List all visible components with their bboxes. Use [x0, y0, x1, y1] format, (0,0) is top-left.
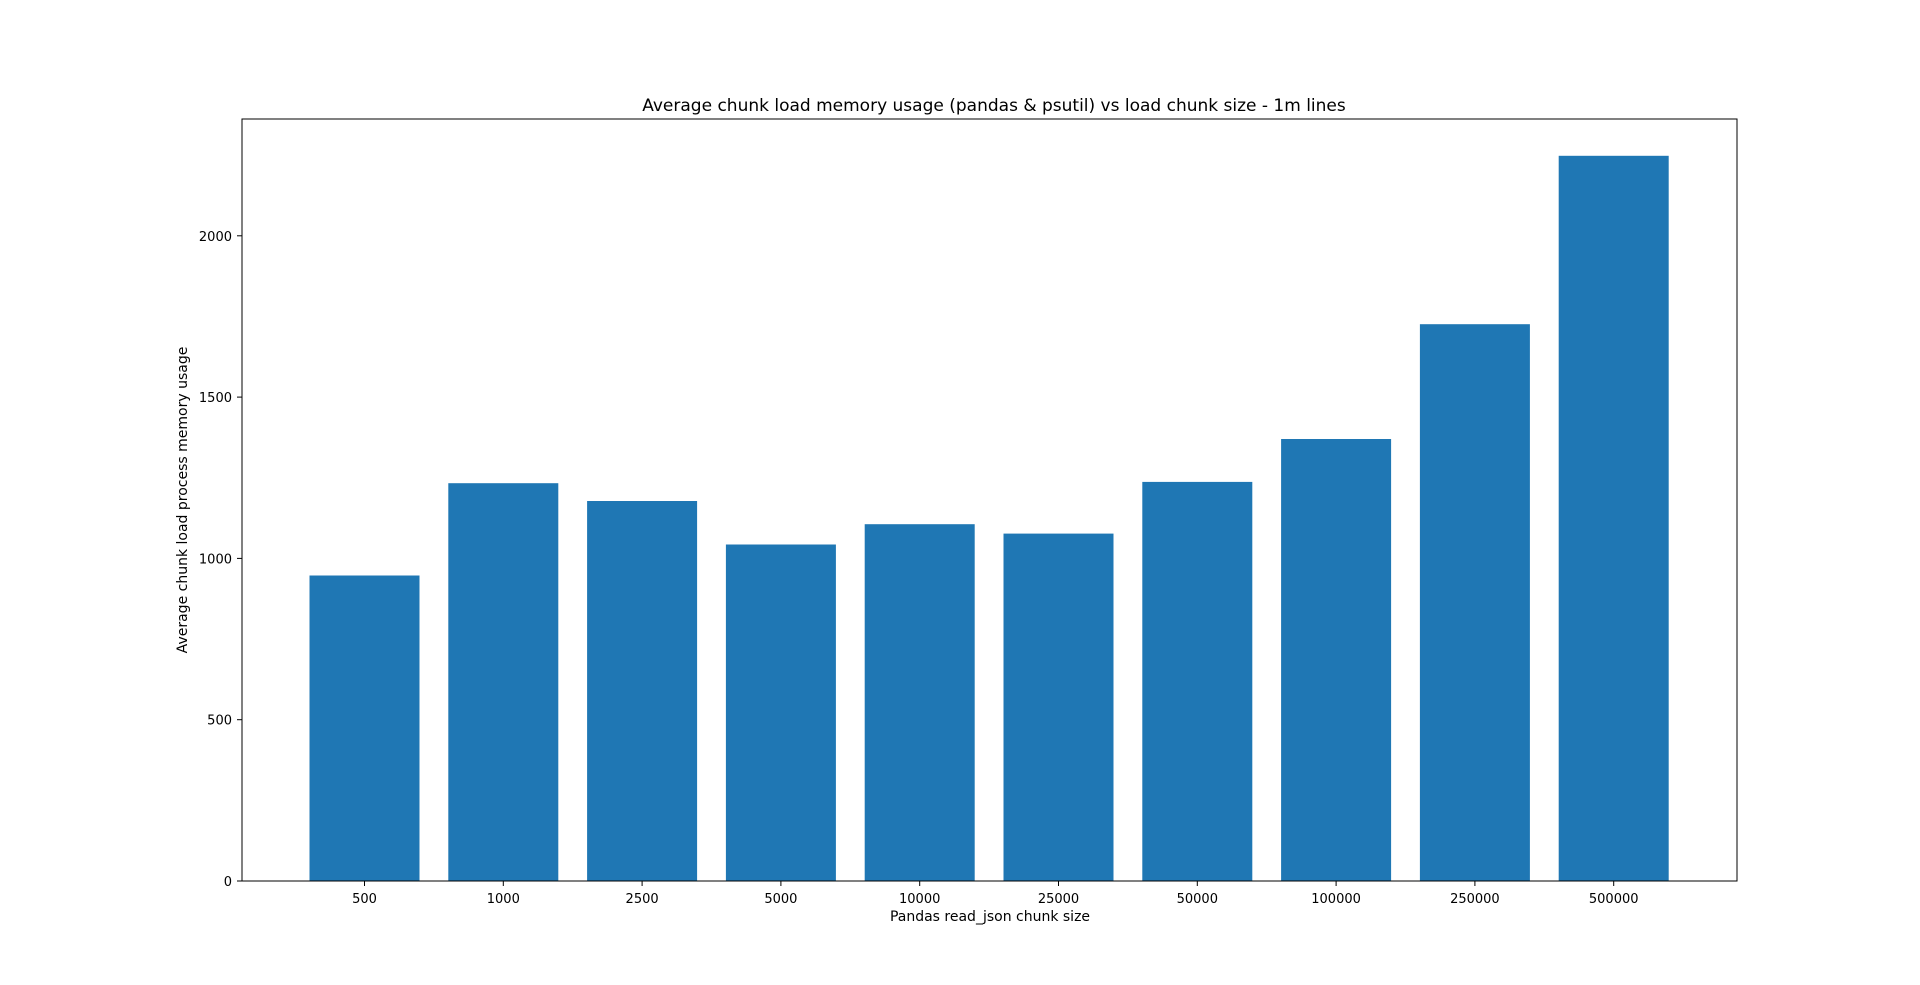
x-tick-label: 5000: [764, 892, 797, 907]
bar-25000: [1003, 533, 1114, 881]
x-tick-label: 100000: [1311, 892, 1361, 907]
y-axis: 0 500 1000 1500 2000: [199, 230, 242, 890]
y-tick-label: 1500: [199, 391, 232, 406]
x-tick-label: 250000: [1450, 892, 1500, 907]
bar-100000: [1281, 439, 1392, 881]
bar-50000: [1142, 481, 1253, 881]
x-tick-label: 500: [352, 892, 377, 907]
bar-250000: [1419, 324, 1530, 881]
y-tick-label: 0: [224, 875, 232, 890]
chart-title: Average chunk load memory usage (pandas …: [642, 96, 1346, 116]
plot-frame: [241, 118, 1738, 882]
bars-group: [309, 155, 1669, 882]
bar-5000: [725, 544, 836, 881]
x-tick-label: 25000: [1038, 892, 1079, 907]
bar-10000: [864, 524, 975, 881]
x-tick-label: 10000: [899, 892, 940, 907]
x-tick-label: 50000: [1177, 892, 1218, 907]
bar-2500: [587, 501, 698, 881]
y-axis-label: Average chunk load process memory usage: [175, 347, 191, 654]
bar-500000: [1558, 155, 1669, 882]
x-axis: 500 1000 2500 5000 10000 25000 50000 100000 2500…: [352, 881, 1639, 907]
x-tick-label: 1000: [487, 892, 520, 907]
x-tick-label: 2500: [626, 892, 659, 907]
x-axis-label: Pandas read_json chunk size: [890, 909, 1090, 925]
bar-1000: [448, 483, 559, 881]
x-tick-label: 500000: [1589, 892, 1639, 907]
bar-500: [309, 575, 420, 881]
y-tick-label: 500: [207, 714, 232, 729]
y-tick-label: 1000: [199, 552, 232, 567]
y-tick-label: 2000: [199, 230, 232, 245]
